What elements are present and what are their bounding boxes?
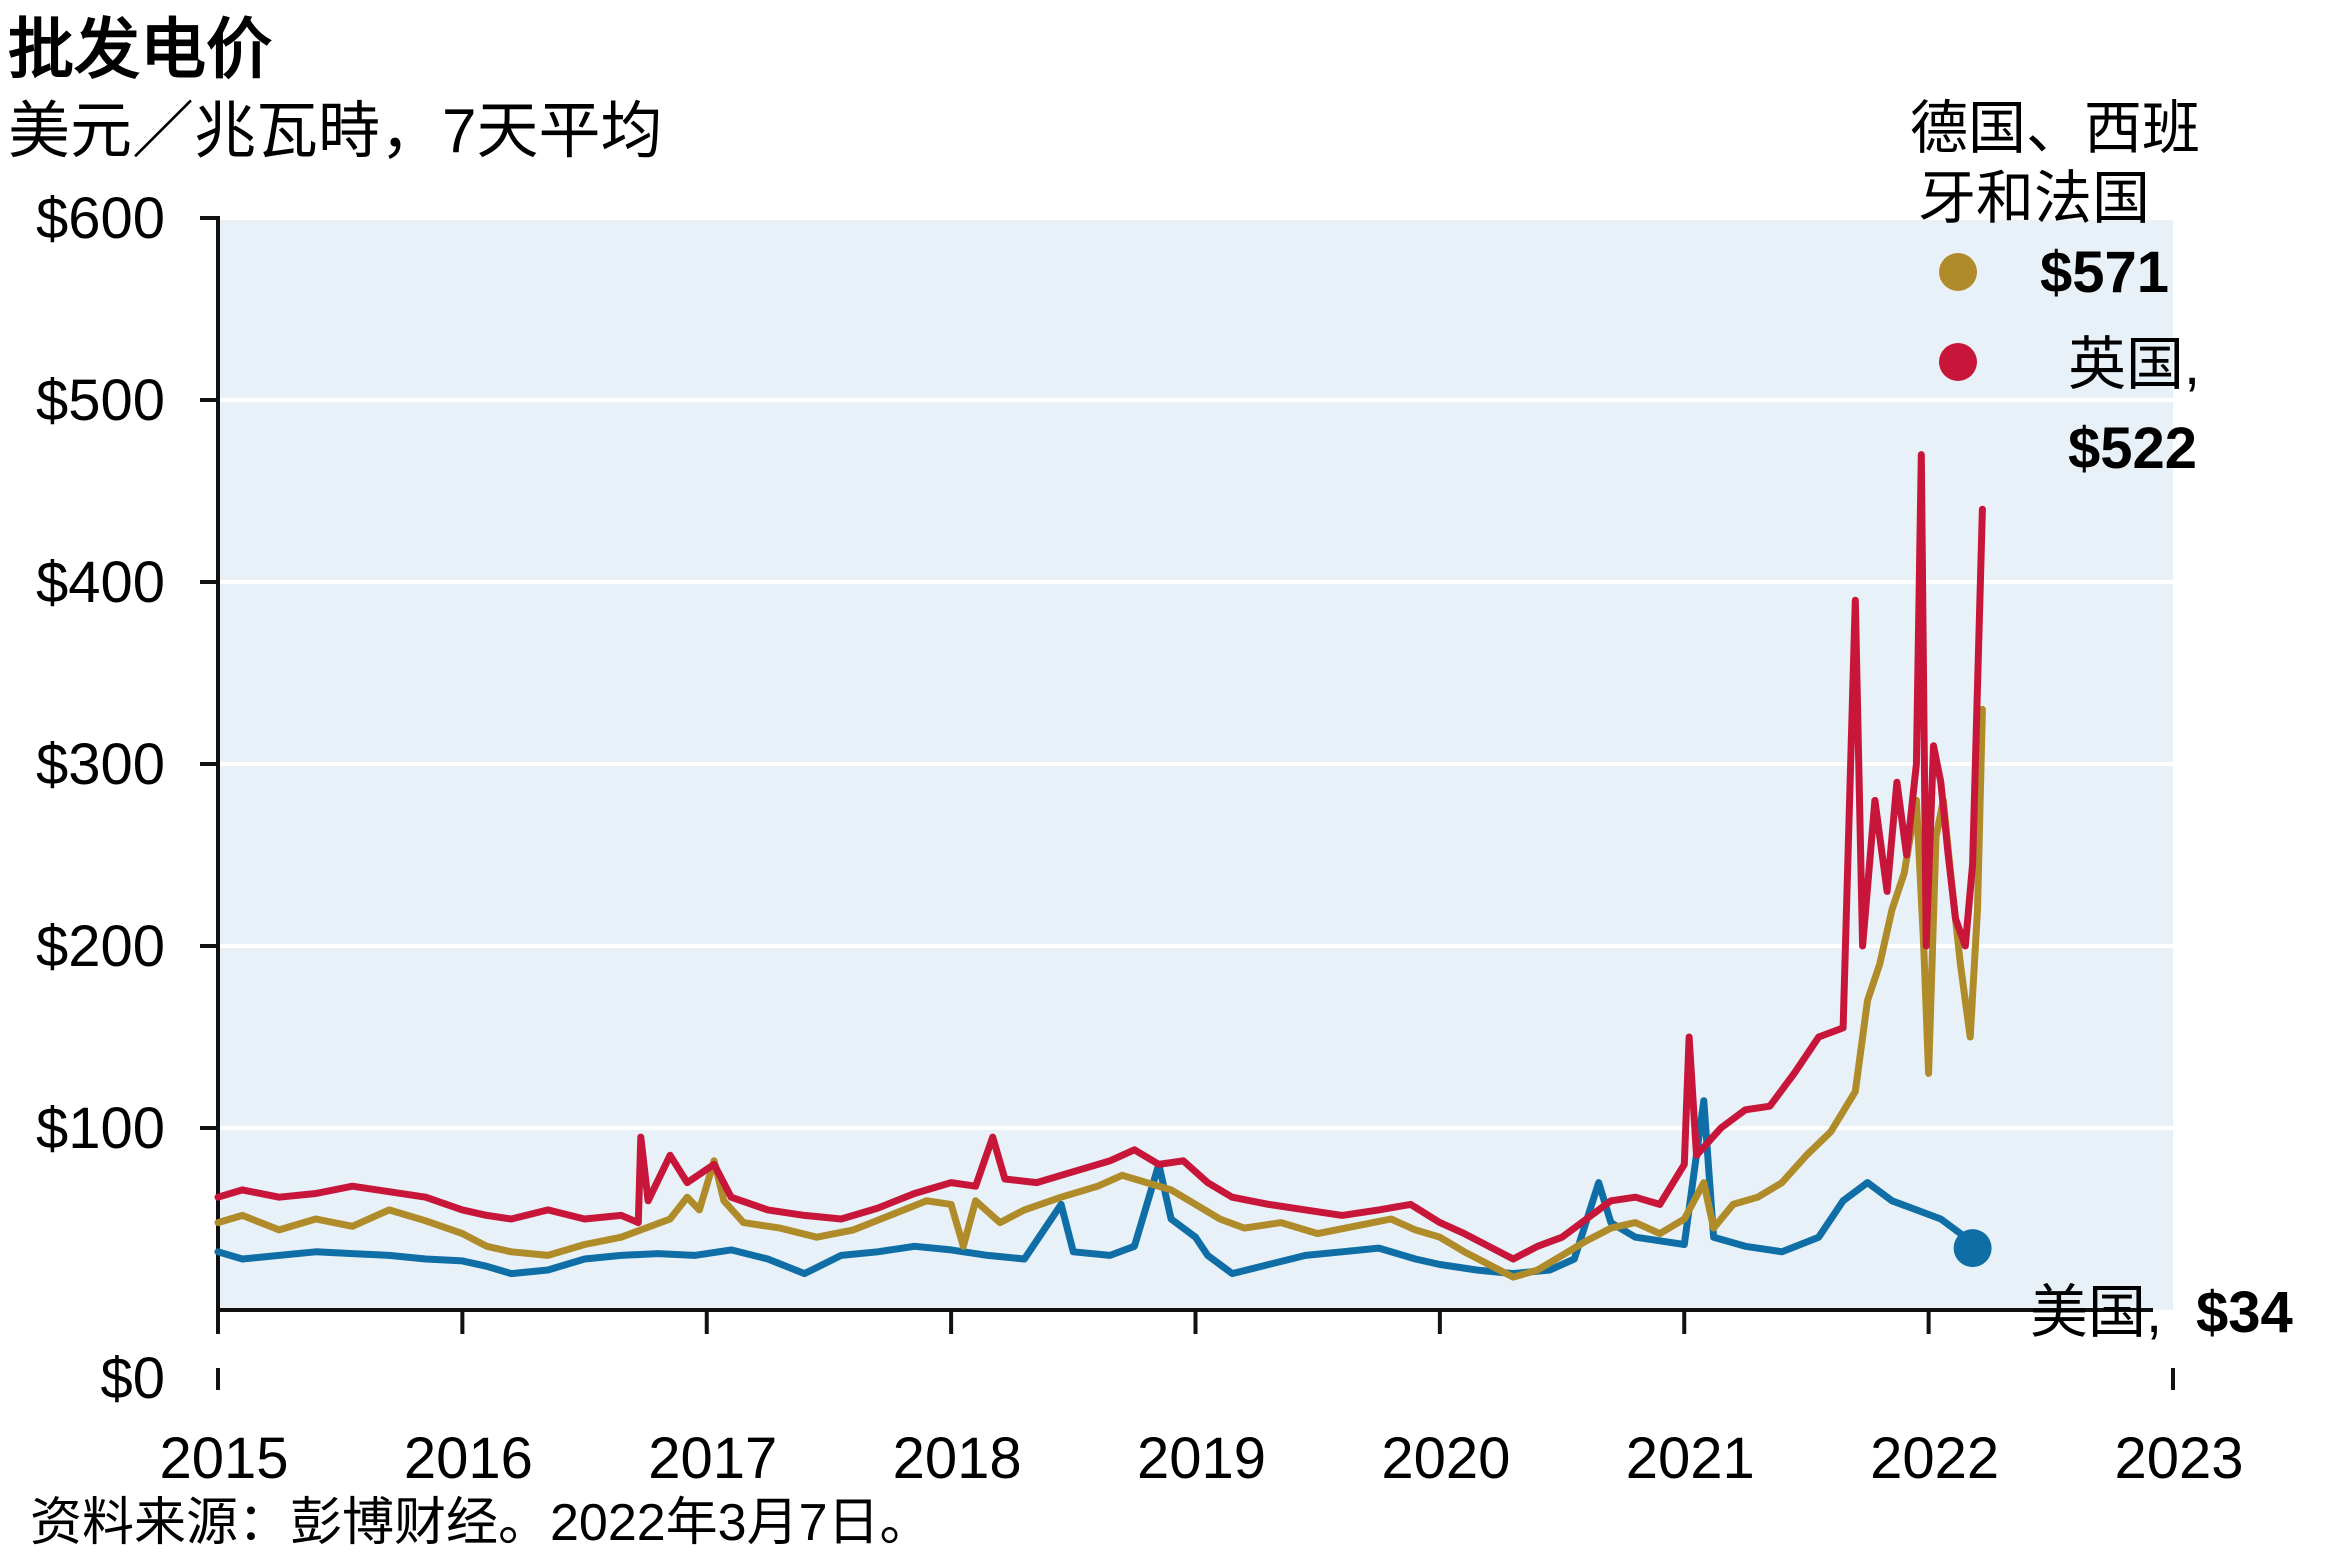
y-tick-label: $400 xyxy=(36,550,165,615)
y-tick-label: $500 xyxy=(36,368,165,433)
legend-europe-label-line1: 德国、西班 xyxy=(1910,96,2200,161)
x-tick-label: 2017 xyxy=(648,1426,777,1491)
x-axis-tick-labels: 2015 2016 2017 2018 2019 2020 2021 2022 2023 xyxy=(159,1426,2243,1491)
us-end-label: 美国, xyxy=(2030,1280,2162,1345)
legend: 德国、西班 牙和法国 $571 英国, $522 xyxy=(1910,96,2200,481)
y-axis-tick-labels: $0 $100 $200 $300 $400 $500 $600 xyxy=(36,186,220,1411)
legend-europe-label-line2: 牙和法国 xyxy=(1918,166,2150,231)
chart-title: 批发电价 xyxy=(8,12,272,86)
series-lines xyxy=(214,451,1986,1281)
x-tick-label: 2021 xyxy=(1626,1426,1755,1491)
legend-uk-label: 英国, xyxy=(2068,332,2200,397)
x-tick-label: 2020 xyxy=(1381,1426,1510,1491)
series-line-uk xyxy=(214,451,1986,1263)
x-tick-label: 2019 xyxy=(1137,1426,1266,1491)
x-tick-label: 2018 xyxy=(893,1426,1022,1491)
x-tick-label: 2015 xyxy=(159,1426,288,1491)
gridlines xyxy=(218,216,2173,1130)
legend-europe-value: $571 xyxy=(2040,240,2169,305)
y-tick-label: $0 xyxy=(100,1346,165,1411)
y-tick-label: $300 xyxy=(36,732,165,797)
us-series-end-marker xyxy=(1953,1229,1992,1268)
source-note: 资料来源：彭博财经。2022年3月7日。 xyxy=(30,1494,932,1552)
series-line-europe xyxy=(214,705,1986,1281)
us-end-value: $34 xyxy=(2196,1280,2293,1345)
legend-uk-value: $522 xyxy=(2068,416,2197,481)
x-axis-ticks xyxy=(216,1310,2175,1390)
y-tick-label: $600 xyxy=(36,186,165,251)
y-tick-label: $100 xyxy=(36,1096,165,1161)
x-tick-label: 2022 xyxy=(1870,1426,1999,1491)
x-tick-label: 2023 xyxy=(2114,1426,2243,1491)
chart-subtitle: 美元／兆瓦時，7天平均 xyxy=(8,97,662,166)
legend-europe-marker xyxy=(1939,253,1977,291)
x-tick-label: 2016 xyxy=(404,1426,533,1491)
series-line-us xyxy=(214,1097,1977,1278)
legend-uk-marker xyxy=(1939,343,1977,381)
y-tick-label: $200 xyxy=(36,914,165,979)
